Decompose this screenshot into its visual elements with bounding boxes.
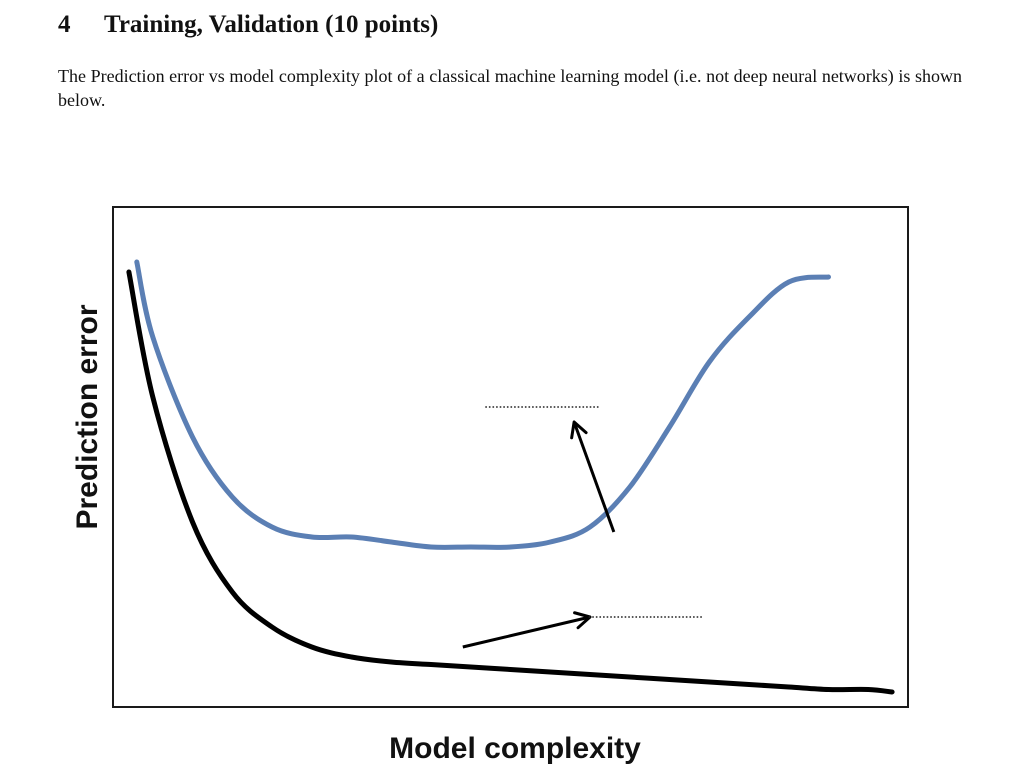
training-error-curve: [126, 269, 895, 695]
section-title: Training, Validation (10 points): [104, 11, 439, 38]
series-layer: [126, 259, 895, 695]
plot-frame: [112, 206, 909, 708]
annotation-arrow-2: [462, 615, 591, 649]
annotation-layer: [462, 406, 703, 649]
annotation-arrow-1: [572, 421, 616, 533]
annotation-arrowhead-1: [570, 420, 588, 440]
section-number: 4: [58, 11, 71, 38]
problem-description: The Prediction error vs model complexity…: [58, 66, 962, 110]
x-axis-label: Model complexity: [389, 732, 641, 765]
y-axis-label: Prediction error: [71, 304, 104, 529]
validation-error-curve: [134, 259, 831, 550]
section-heading: 4 Training, Validation (10 points): [58, 10, 438, 40]
